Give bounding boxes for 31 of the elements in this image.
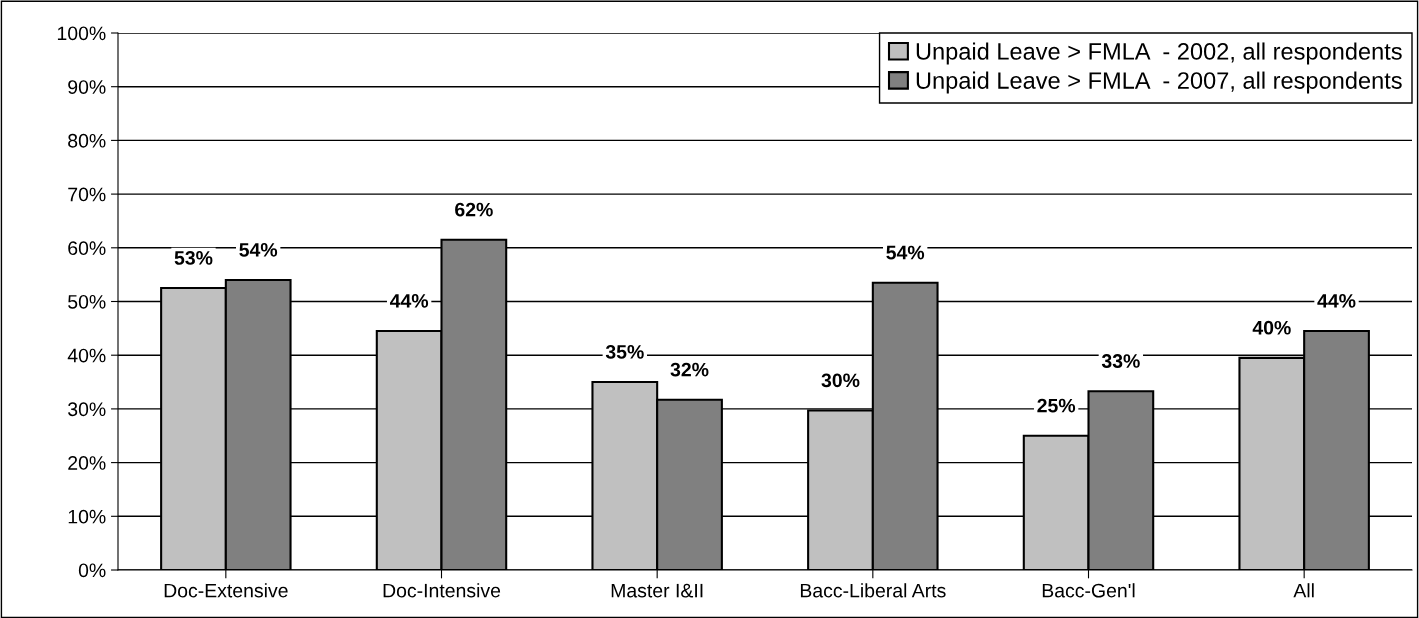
- x-tick-label: Master I&II: [611, 583, 703, 598]
- x-tick-label: Doc-Intensive: [383, 583, 501, 598]
- data-label: 62%: [455, 202, 493, 217]
- data-label: 35%: [605, 344, 644, 359]
- data-label: 33%: [1101, 354, 1140, 368]
- data-label: 44%: [1317, 294, 1356, 308]
- y-tick-label: 50%: [68, 294, 106, 309]
- y-tick-label: 80%: [68, 133, 106, 148]
- legend-label: Unpaid Leave > FMLA - 2002, all respondents: [916, 42, 1402, 65]
- y-tick-label: 70%: [68, 187, 106, 202]
- x-tick-label: Bacc-Liberal Arts: [800, 583, 946, 598]
- data-label: 44%: [389, 294, 429, 308]
- data-label: 54%: [239, 243, 278, 257]
- x-tick-label: Bacc-Gen'l: [1042, 583, 1135, 598]
- x-tick-label: Doc-Extensive: [164, 583, 288, 598]
- data-label: 30%: [821, 373, 860, 388]
- legend-label: Unpaid Leave > FMLA - 2007, all respondents: [916, 71, 1402, 94]
- data-label: 40%: [1252, 320, 1291, 335]
- y-tick-label: 0%: [78, 563, 106, 578]
- y-tick-label: 30%: [68, 402, 106, 417]
- y-tick-label: 40%: [67, 348, 106, 363]
- data-label: 53%: [174, 251, 213, 265]
- data-label: 25%: [1037, 398, 1076, 413]
- y-tick-label: 20%: [68, 456, 106, 470]
- y-tick-label: 60%: [68, 241, 106, 256]
- y-tick-label: 100%: [57, 26, 106, 41]
- x-tick-label: All: [1293, 583, 1314, 598]
- y-tick-label: 10%: [68, 509, 106, 524]
- y-tick-label: 90%: [68, 80, 106, 94]
- data-label: 54%: [886, 245, 925, 260]
- data-label: 32%: [670, 362, 709, 377]
